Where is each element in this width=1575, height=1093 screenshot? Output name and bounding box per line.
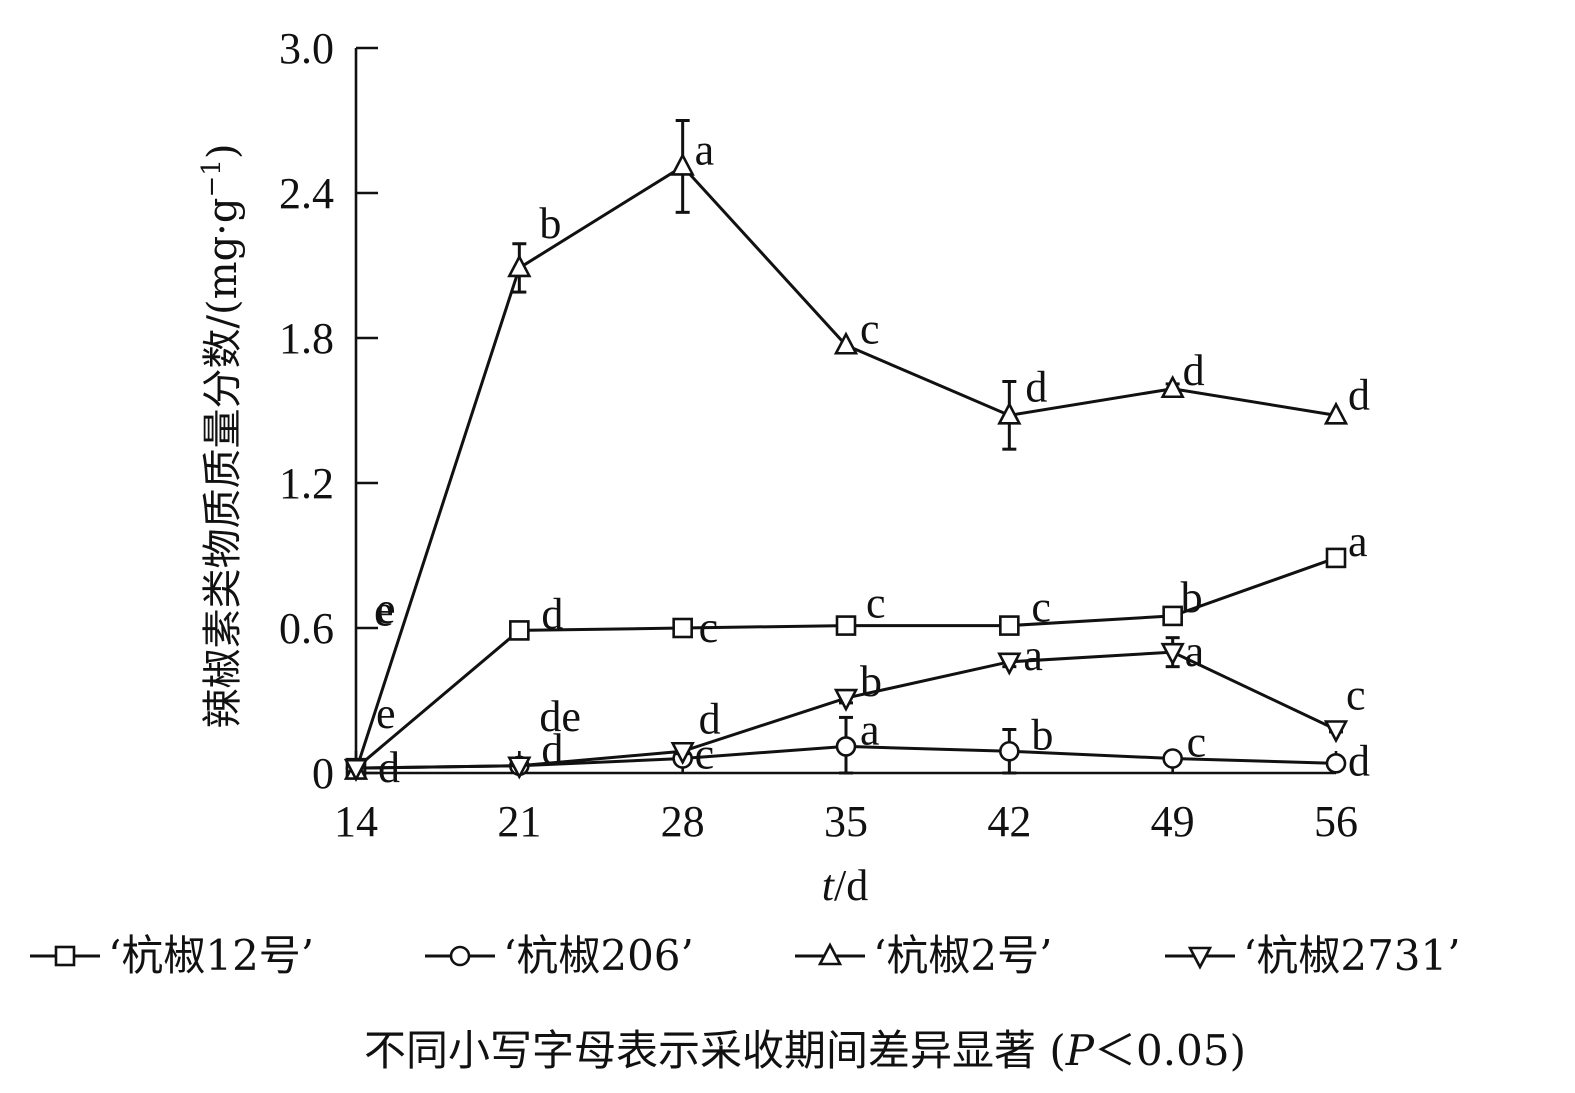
significance-letter: c [860,304,880,353]
legend-marker [54,945,76,967]
significance-letter: a [1023,631,1043,680]
series-3 [343,119,1349,780]
significance-letter: e [374,587,394,636]
y-axis-label-close: ) [200,144,246,160]
significance-letter: c [866,579,886,628]
x-tick-label: 14 [334,797,378,846]
significance-letter: a [1185,627,1205,676]
legend-marker [449,945,471,967]
data-point [835,736,857,757]
data-point [670,741,695,766]
data-point [1325,547,1347,569]
significance-letter: d [1348,370,1370,419]
x-axis-label-unit: /d [834,861,868,910]
data-point [997,652,1022,676]
legend-label: ‘杭椒2号’ [873,931,1052,980]
data-point [999,740,1020,762]
data-point [343,758,369,782]
legend-item: ‘杭椒12号’ [30,931,314,980]
series-1 [345,547,1347,779]
significance-letter: d [1183,346,1205,395]
y-tick-label: 0.6 [279,604,334,653]
significance-note: 不同小写字母表示采收期间差异显著 (P＜0.05) [364,1026,1246,1075]
axes: 0 0.6 1.2 1.8 2.4 3.0 14 21 28 35 42 49 56 [279,24,1358,846]
y-axis-label: 辣椒素类物质质量分数/(mg·g−1) [197,144,246,729]
series-layer [343,119,1349,782]
y-tick-label: 3.0 [279,24,334,73]
note-tail: ＜0.05) [1094,1026,1246,1075]
significance-letter: b [1181,573,1203,622]
significance-letter: b [1031,710,1053,759]
significance-letter: d [1025,362,1047,411]
significance-letter: d [378,743,400,792]
significance-letter: d [541,725,563,774]
legend-marker [1187,946,1213,970]
significance-letter: d [1348,736,1370,785]
data-point [997,401,1022,425]
x-tick-label: 28 [661,797,705,846]
x-tick-label: 56 [1314,797,1358,846]
significance-letter: a [695,125,715,174]
data-point [1160,642,1185,666]
data-point [670,152,695,176]
data-point [833,331,859,355]
data-point [507,756,532,780]
significance-letter: c [1031,583,1051,632]
significance-letter: c [1187,718,1207,767]
significance-letter: de [539,692,581,741]
note-p: P [1065,1026,1095,1075]
x-axis-label: t/d [822,861,868,910]
legend-item: ‘杭椒206’ [425,931,694,980]
note-main: 不同小写字母表示采收期间差异显著 ( [364,1026,1066,1075]
series-line [354,164,1337,772]
significance-letter: c [699,603,719,652]
data-point [833,688,859,712]
significance-letter: a [1348,517,1368,566]
significance-letter: a [860,705,880,754]
legend-label: ‘杭椒206’ [503,931,694,980]
legend-item: ‘杭椒2731’ [1165,931,1461,980]
data-point [1325,753,1347,774]
y-axis-label-sup: −1 [197,159,227,197]
data-point [1323,720,1349,744]
significance-letter: b [860,657,882,706]
significance-letter: c [1346,671,1366,720]
significance-letter: e [376,584,396,633]
legend: ‘杭椒12号’ ‘杭椒206’ ‘杭椒2号’ ‘杭椒2731’ [30,931,1461,980]
x-tick-label: 35 [824,797,868,846]
significance-letter: b [539,199,561,248]
significance-letter: d [699,694,721,743]
x-tick-label: 49 [1151,797,1195,846]
y-tick-label: 1.2 [279,459,334,508]
data-point [1162,605,1183,627]
legend-label: ‘杭椒12号’ [108,931,314,980]
legend-marker [817,942,843,966]
legend-item: ‘杭椒2号’ [795,931,1052,980]
data-point [999,615,1020,636]
data-point [672,617,693,639]
significance-letter: c [695,730,715,779]
data-point [1323,401,1349,425]
y-axis-label-main: 辣椒素类物质质量分数/(mg·g [200,198,246,729]
legend-label: ‘杭椒2731’ [1243,931,1461,980]
y-tick-label: 2.4 [279,169,334,218]
significance-letter: e [376,689,396,738]
data-point [1162,748,1183,769]
data-point [835,615,857,636]
data-point [1160,374,1185,399]
data-point [509,620,530,641]
data-point [507,254,532,278]
y-tick-label: 1.8 [279,314,334,363]
significance-letter: d [541,589,563,638]
x-tick-label: 42 [987,797,1031,846]
y-tick-label: 0 [312,749,334,798]
series-4 [343,636,1349,782]
x-tick-label: 21 [497,797,541,846]
x-axis-label-var: t [822,861,836,910]
